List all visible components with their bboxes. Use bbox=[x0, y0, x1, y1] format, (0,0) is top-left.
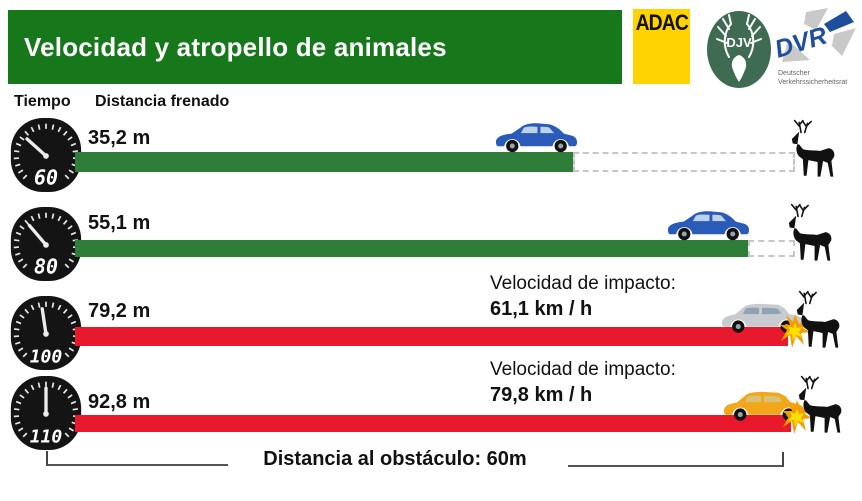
remaining-distance-box-60 bbox=[573, 152, 795, 172]
dvr-arrow-icon bbox=[824, 11, 854, 32]
blue-car-icon bbox=[667, 211, 750, 241]
braking-distance-100: 79,2 m bbox=[88, 300, 151, 322]
impact-info-100: Velocidad de impacto: 61,1 km / h bbox=[490, 271, 676, 322]
impact-value: 61,1 km / h bbox=[490, 298, 593, 320]
column-label-tiempo: Tiempo bbox=[14, 93, 71, 110]
measurement-bracket-left bbox=[46, 451, 228, 466]
braking-distance-80: 55,1 m bbox=[88, 212, 151, 234]
braking-bar-60 bbox=[75, 152, 573, 172]
braking-distance-60: 35,2 m bbox=[88, 127, 151, 149]
deer-icon bbox=[791, 119, 835, 177]
djv-logo-text: DJV bbox=[726, 35, 752, 50]
braking-distance-110: 92,8 m bbox=[88, 391, 151, 413]
gauge-ticks bbox=[13, 123, 79, 180]
remaining-distance-box-80 bbox=[748, 240, 795, 257]
djv-deer-antlers-icon: DJV bbox=[716, 14, 762, 82]
page-title: Velocidad y atropello de animales bbox=[24, 31, 447, 62]
speedometer-110: 110 bbox=[10, 375, 82, 451]
deer-icon bbox=[796, 290, 840, 348]
gauge-ticks bbox=[13, 212, 79, 269]
adac-logo-text: ADAC bbox=[635, 10, 688, 35]
column-label-distancia: Distancia frenado bbox=[95, 93, 230, 110]
gauge-needle bbox=[25, 137, 48, 158]
deer-icon bbox=[788, 203, 832, 261]
impact-info-110: Velocidad de impacto: 79,8 km / h bbox=[490, 357, 676, 408]
speedometer-80: 80 bbox=[10, 206, 82, 282]
gauge-speed-value: 100 bbox=[30, 346, 63, 367]
dvr-subtitle-line2: Verkehrssicherheitsrat bbox=[778, 79, 848, 86]
braking-bar-80 bbox=[75, 240, 748, 257]
dvr-logo-graphic: DVR bbox=[772, 8, 856, 64]
djv-logo: DJV bbox=[707, 11, 771, 88]
impact-label: Velocidad de impacto: bbox=[490, 273, 676, 294]
gauge-speed-value: 110 bbox=[30, 426, 63, 447]
header-bar: Velocidad y atropello de animales bbox=[8, 10, 622, 84]
dvr-subtitle-line1: Deutscher bbox=[778, 70, 810, 77]
adac-logo: ADAC bbox=[633, 9, 690, 84]
blue-car-icon bbox=[495, 123, 578, 153]
impact-value: 79,8 km / h bbox=[490, 384, 593, 406]
measurement-bracket-right bbox=[568, 452, 784, 467]
gauge-speed-value: 80 bbox=[34, 254, 58, 278]
speedometer-100: 100 bbox=[10, 295, 82, 371]
gauge-speed-value: 60 bbox=[34, 165, 58, 189]
speedometer-60: 60 bbox=[10, 117, 82, 193]
dvr-logo: DVR Deutscher Verkehrssicherheitsrat bbox=[772, 8, 860, 88]
gauge-needle bbox=[27, 223, 48, 247]
braking-bar-110 bbox=[75, 415, 791, 432]
gauge-needle bbox=[40, 307, 48, 336]
braking-bar-100 bbox=[75, 327, 788, 346]
deer-icon bbox=[798, 375, 842, 433]
impact-label: Velocidad de impacto: bbox=[490, 359, 676, 380]
obstacle-distance-label: Distancia al obstáculo: 60m bbox=[263, 448, 527, 470]
